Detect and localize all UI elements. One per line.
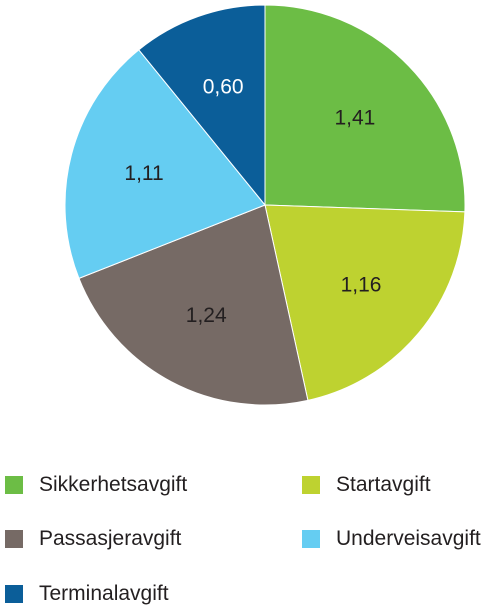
legend-item-passasjeravgift: Passasjeravgift [5,522,181,556]
pie-slice-terminalavgift [138,4,266,207]
legend-item-underveisavgift: Underveisavgift [302,522,481,556]
legend-swatch-sikkerhetsavgift [5,476,23,494]
pie-slice-underveisavgift [64,49,266,280]
pie-slices [64,4,466,406]
legend-swatch-passasjeravgift [5,530,23,548]
pie-label-passasjeravgift: 1,24 [186,304,227,327]
pie-label-underveisavgift: 1,11 [124,162,163,185]
legend-label-sikkerhetsavgift: Sikkerhetsavgift [39,473,188,496]
pie-label-startavgift: 1,16 [341,273,382,296]
pie-slice-sikkerhetsavgift [264,4,466,213]
legend-item-terminalavgift: Terminalavgift [5,577,169,611]
pie-slice-startavgift [264,204,466,401]
pie-value-labels: 1,41 1,16 1,24 1,11 0,60 [124,76,381,327]
legend-swatch-terminalavgift [5,585,23,603]
legend-label-passasjeravgift: Passasjeravgift [39,527,182,550]
legend-label-terminalavgift: Terminalavgift [39,582,169,605]
legend-label-startavgift: Startavgift [336,473,431,496]
pie-label-sikkerhetsavgift: 1,41 [334,107,375,130]
legend-item-startavgift: Startavgift [302,468,431,502]
pie-chart: 1,41 1,16 1,24 1,11 0,60 [64,4,466,406]
pie-slice-passasjeravgift [78,204,309,406]
legend-swatch-underveisavgift [302,530,320,548]
legend-label-underveisavgift: Underveisavgift [336,527,481,550]
legend: Sikkerhetsavgift Startavgift Passasjerav… [0,468,500,615]
pie-label-terminalavgift: 0,60 [203,76,244,99]
legend-swatch-startavgift [302,476,320,494]
legend-item-sikkerhetsavgift: Sikkerhetsavgift [5,468,187,502]
